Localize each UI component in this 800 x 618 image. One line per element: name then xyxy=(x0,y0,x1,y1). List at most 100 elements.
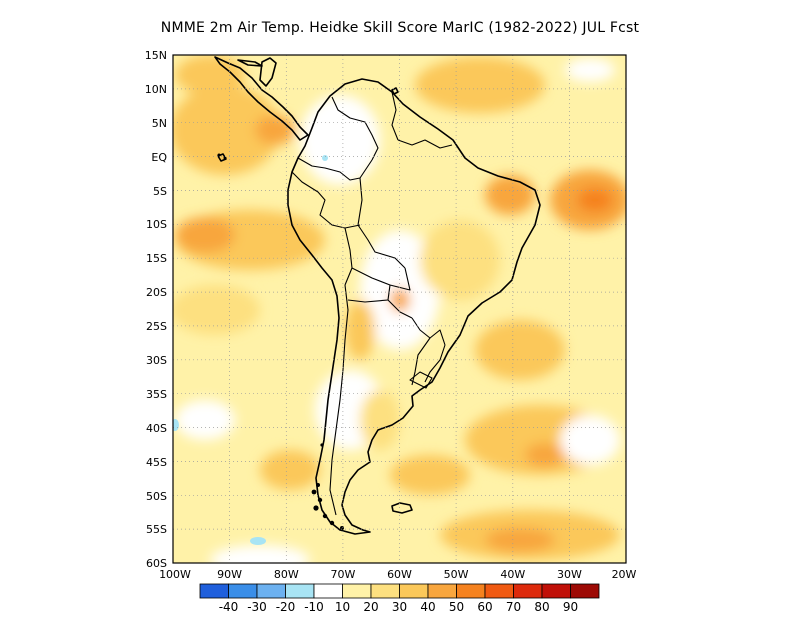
colorbar-label: 90 xyxy=(563,600,578,614)
island xyxy=(311,489,317,495)
island xyxy=(320,443,324,447)
skill-zone xyxy=(173,285,260,335)
lat-tick-label: 55S xyxy=(146,523,167,536)
border-brazil-uruguay-lake xyxy=(409,371,433,389)
coastline-caribbean xyxy=(237,59,263,67)
lat-tick-label: 20S xyxy=(146,286,167,299)
coastline-yucatan xyxy=(259,57,277,87)
island xyxy=(322,513,328,519)
skill-zone xyxy=(173,85,280,175)
lat-tick-label: 15S xyxy=(146,252,167,265)
lat-tick-label: 30S xyxy=(146,354,167,367)
lon-tick-label: 50W xyxy=(444,568,469,581)
colorbar-swatch xyxy=(541,583,571,599)
coastline-falklands xyxy=(391,502,413,514)
lon-tick-label: 20W xyxy=(612,568,637,581)
island xyxy=(316,483,320,487)
colorbar-swatch xyxy=(342,583,372,599)
skill-zone xyxy=(485,528,555,552)
colorbar-swatch xyxy=(570,583,600,599)
skill-zone xyxy=(175,55,245,95)
lon-tick-label: 80W xyxy=(274,568,299,581)
low-skill-zone xyxy=(560,415,620,465)
skill-zone xyxy=(255,115,295,145)
negative-skill-patch xyxy=(250,537,266,545)
border-bolivia-paraguay xyxy=(387,284,413,319)
lat-tick-label: 60S xyxy=(146,557,167,570)
grid xyxy=(173,55,626,563)
lat-tick-label: 5N xyxy=(152,117,167,130)
border-argentina-north xyxy=(347,299,389,303)
island xyxy=(223,156,227,160)
lat-tick-label: 15N xyxy=(145,49,167,62)
colorbar-label: 50 xyxy=(449,600,464,614)
colorbar-swatch xyxy=(427,583,457,599)
lat-tick-label: 10S xyxy=(146,218,167,231)
colorbar-swatch xyxy=(513,583,543,599)
skill-zone xyxy=(360,390,400,450)
border-guianas xyxy=(397,139,453,149)
border-argentina-uruguay xyxy=(411,337,431,386)
colorbar-label: 40 xyxy=(420,600,435,614)
colorbar-labels: -40 -30 -20 -10 10 20 30 40 50 60 70 80 90 xyxy=(219,600,578,614)
island xyxy=(313,505,319,511)
coastline-south-america xyxy=(287,78,541,535)
lon-tick-label: 90W xyxy=(217,568,242,581)
border-peru-brazil xyxy=(357,177,406,269)
skill-zone xyxy=(390,455,470,495)
colorbar-label: -30 xyxy=(247,600,267,614)
colorbar-label: 80 xyxy=(534,600,549,614)
border-venezuela-guyana xyxy=(391,91,399,141)
colorbar-swatch xyxy=(228,583,258,599)
lon-tick-label: 70W xyxy=(330,568,355,581)
negative-skill-patch xyxy=(322,155,328,161)
negative-skill-patch xyxy=(173,419,179,431)
low-skill-zone xyxy=(300,95,380,185)
skill-zone xyxy=(420,220,500,300)
colorbar-swatch xyxy=(484,583,514,599)
border-colombia-venezuela xyxy=(331,96,379,161)
skill-zone xyxy=(260,450,320,490)
colorbar-label: 30 xyxy=(392,600,407,614)
lat-tick-label: 5S xyxy=(153,185,167,198)
border-chile-argentina xyxy=(329,284,349,516)
lon-ticks: 100W 90W 80W 70W 60W 50W 40W 30W 20W xyxy=(159,568,636,581)
plot-frame xyxy=(172,54,627,564)
colorbar-swatch xyxy=(313,583,343,599)
skill-zone xyxy=(415,57,545,113)
border-uruguay-brazil xyxy=(424,344,446,383)
colorbar-swatch xyxy=(399,583,429,599)
lon-tick-label: 40W xyxy=(500,568,525,581)
skill-zone xyxy=(345,300,375,360)
skill-zone xyxy=(390,288,410,312)
low-skill-zone xyxy=(210,545,310,563)
lon-tick-label: 60W xyxy=(387,568,412,581)
skill-zone xyxy=(475,320,565,380)
island xyxy=(329,520,335,526)
colorbar-label: 20 xyxy=(363,600,378,614)
lat-tick-label: 10N xyxy=(145,83,167,96)
low-skill-zone xyxy=(175,400,235,440)
colorbar-swatch xyxy=(256,583,286,599)
lat-tick-label: EQ xyxy=(151,151,167,164)
colorbar-swatch xyxy=(456,583,486,599)
lat-tick-label: 40S xyxy=(146,422,167,435)
coastline-central-america xyxy=(214,56,309,141)
colorbar-swatch xyxy=(370,583,400,599)
island xyxy=(217,153,221,157)
coastline-trinidad xyxy=(391,87,399,95)
colorbar-swatch xyxy=(199,583,229,599)
lon-tick-label: 30W xyxy=(557,568,582,581)
colorbar-label: 60 xyxy=(477,600,492,614)
lat-tick-label: 35S xyxy=(146,388,167,401)
low-skill-zone xyxy=(565,58,615,82)
colorbar-label: -20 xyxy=(276,600,296,614)
island xyxy=(317,497,323,503)
skill-zone xyxy=(525,443,565,467)
colorbar-label: -10 xyxy=(304,600,324,614)
colorbar-label: 70 xyxy=(506,600,521,614)
colorbar xyxy=(199,583,600,599)
skill-zone xyxy=(485,175,535,215)
skill-zone xyxy=(175,217,235,253)
